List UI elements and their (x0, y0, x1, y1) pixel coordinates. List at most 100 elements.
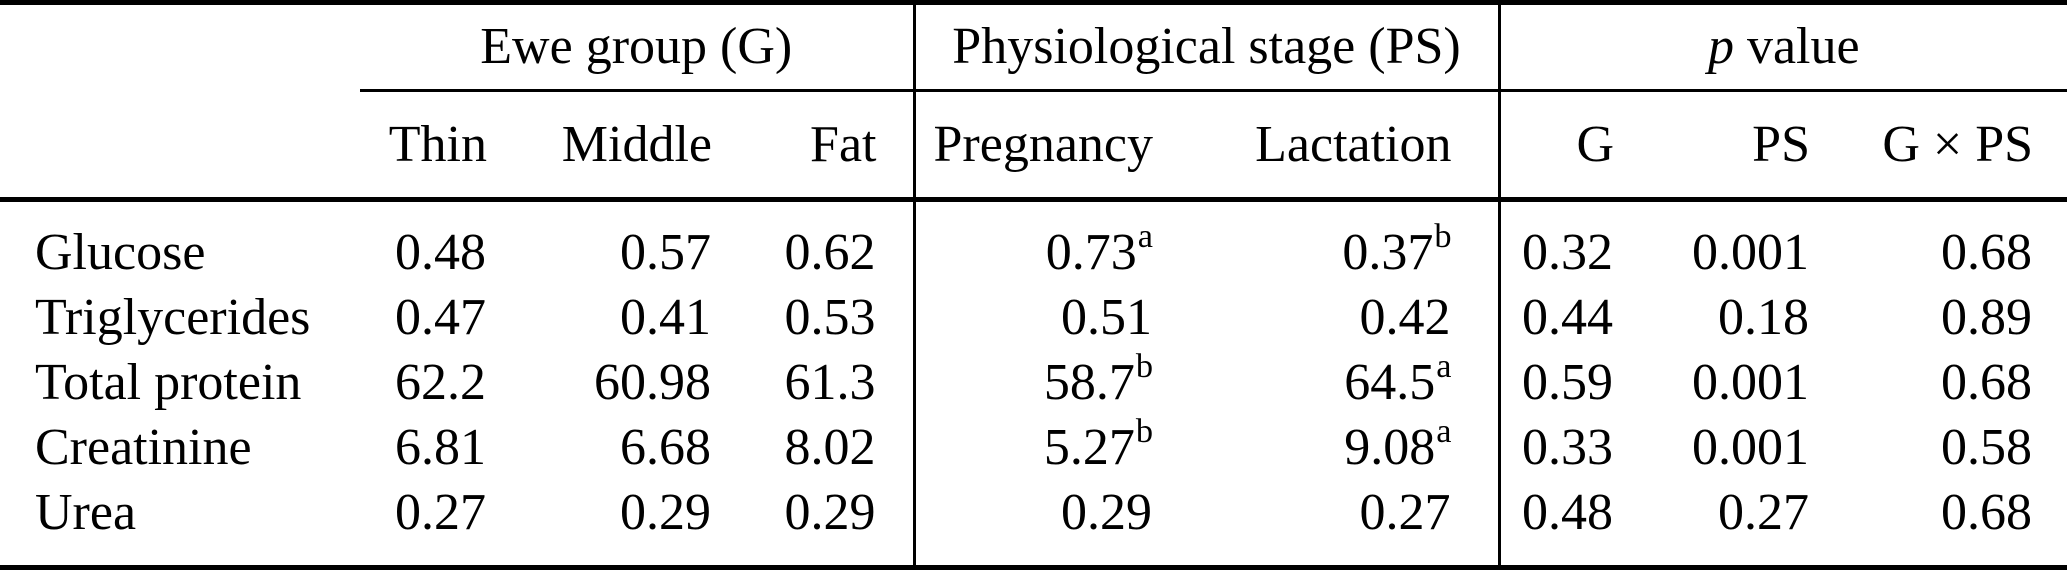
row-label: Creatinine (35, 418, 252, 476)
corner-cell (0, 3, 360, 91)
superscript: b (1135, 347, 1153, 386)
col-header-g-x-ps: G × PS (1820, 90, 2067, 202)
col-header-g: G (1499, 90, 1626, 202)
value: 0.62 (784, 223, 876, 281)
value-cell: 0.53 (725, 285, 916, 350)
value-cell: 62.2 (360, 350, 500, 415)
table-row-total-protein: Total protein 62.2 60.98 61.3 58.7b 64.5… (0, 347, 2067, 415)
value-cell: 5.27b (914, 412, 1210, 480)
superscript: a (1436, 412, 1452, 451)
value: 5.27 (1043, 418, 1135, 476)
value-cell: 0.68 (1820, 200, 2067, 286)
value: 0.48 (395, 223, 486, 281)
value: 0.27 (1718, 483, 1810, 541)
value-cell: 0.001 (1625, 200, 1820, 286)
group-header-row: Ewe group (G) Physiological stage (PS) p… (0, 2, 2067, 92)
value: 0.001 (1692, 223, 1810, 281)
value: 0.47 (395, 288, 486, 346)
value: 0.58 (1941, 418, 2033, 476)
value-cell: 0.59 (1499, 350, 1625, 415)
superscript: a (1137, 217, 1153, 256)
value-cell: 0.51 (914, 285, 1210, 350)
row-label: Glucose (35, 223, 206, 281)
value: 0.59 (1522, 353, 1614, 411)
value-cell: 8.02 (725, 415, 916, 480)
value: 0.29 (620, 483, 711, 541)
value-cell: 61.3 (725, 350, 916, 415)
value-cell: 0.42 (1210, 285, 1501, 350)
table-row-creatinine: Creatinine 6.81 6.68 8.02 5.27b 9.08a 0.… (0, 412, 2067, 480)
value-cell: 0.89 (1820, 285, 2067, 350)
value: 0.51 (1061, 288, 1152, 346)
value: 0.33 (1522, 418, 1614, 476)
p-value-italic-p: p (1707, 18, 1734, 75)
value: 0.18 (1718, 288, 1810, 346)
col-header-fat: Fat (725, 90, 916, 202)
value-cell: 0.48 (1499, 480, 1625, 568)
col-header-middle: Middle (500, 90, 725, 202)
row-label: Urea (35, 483, 137, 541)
value-cell: 0.47 (360, 285, 500, 350)
value-cell: 0.73a (914, 200, 1210, 286)
value: 8.02 (784, 418, 876, 476)
value: 0.68 (1941, 353, 2033, 411)
value: 0.29 (1061, 483, 1152, 541)
value-cell: 0.18 (1625, 285, 1820, 350)
col-header-ps: PS (1625, 90, 1821, 202)
value-cell: 0.32 (1499, 200, 1625, 286)
value: 60.98 (594, 353, 711, 411)
value-cell: 0.001 (1625, 415, 1820, 480)
value-cell: 58.7b (914, 347, 1210, 415)
value-cell: 6.68 (500, 415, 725, 480)
superscript: b (1434, 217, 1452, 256)
value-cell: 0.41 (500, 285, 725, 350)
value: 0.37 (1342, 223, 1434, 281)
value: 0.68 (1941, 223, 2033, 281)
value-cell: 0.68 (1820, 480, 2067, 568)
value: 62.2 (395, 353, 486, 411)
row-label: Triglycerides (35, 288, 311, 346)
value-cell: 64.5a (1210, 349, 1501, 415)
value-cell: 0.48 (360, 200, 500, 286)
value-cell: 0.001 (1625, 350, 1820, 415)
value: 6.68 (620, 418, 711, 476)
value-cell: 0.68 (1820, 350, 2067, 415)
p-value-rest: value (1733, 18, 1860, 75)
row-label: Total protein (35, 353, 302, 411)
corner-cell-2 (0, 90, 360, 202)
value: 0.41 (620, 288, 711, 346)
value: 0.27 (1359, 483, 1451, 541)
value-cell: 60.98 (500, 350, 725, 415)
value: 0.48 (1522, 483, 1614, 541)
value-cell: 0.44 (1499, 285, 1625, 350)
table-row-triglycerides: Triglycerides 0.47 0.41 0.53 0.51 0.42 0… (0, 285, 2067, 350)
value: 0.89 (1941, 288, 2033, 346)
value-cell: 0.27 (1625, 480, 1820, 568)
value: 58.7 (1043, 353, 1135, 411)
value-cell: 6.81 (360, 415, 500, 480)
col-header-pregnancy: Pregnancy (914, 90, 1210, 202)
group-header-ewe-group: Ewe group (G) (360, 2, 916, 92)
value: 0.27 (395, 483, 486, 541)
value: 0.73 (1045, 223, 1137, 281)
value: 9.08 (1344, 418, 1436, 476)
value-cell: 0.33 (1499, 415, 1625, 480)
value: 0.29 (784, 483, 876, 541)
value: 0.42 (1359, 288, 1451, 346)
col-header-thin: Thin (360, 90, 500, 202)
value-cell: 0.57 (500, 200, 725, 286)
value: 61.3 (784, 353, 876, 411)
value-cell: 0.27 (360, 480, 500, 568)
value: 0.001 (1692, 353, 1810, 411)
superscript: b (1135, 412, 1153, 451)
value: 0.68 (1941, 483, 2033, 541)
value-cell: 0.29 (725, 480, 916, 568)
value-cell: 9.08a (1210, 412, 1501, 480)
column-header-row: Thin Middle Fat Pregnancy Lactation G PS… (0, 90, 2067, 202)
table-row-glucose: Glucose 0.48 0.57 0.62 0.73a 0.37b 0.32 … (0, 199, 2067, 286)
value: 64.5 (1344, 353, 1436, 411)
value: 0.57 (620, 223, 711, 281)
group-header-physiological-stage: Physiological stage (PS) (914, 2, 1501, 92)
value-cell: 0.62 (725, 199, 916, 285)
